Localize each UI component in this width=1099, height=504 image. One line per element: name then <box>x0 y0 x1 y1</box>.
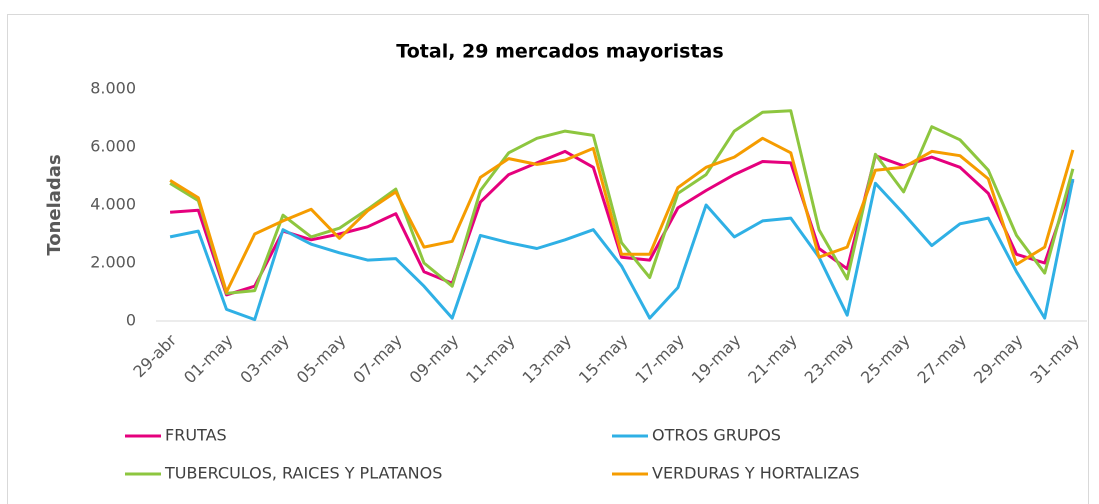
y-tick-label: 6.000 <box>90 137 136 156</box>
chart-title: Total, 29 mercados mayoristas <box>396 41 723 63</box>
series-line <box>169 136 1075 294</box>
y-tick-label: 8.000 <box>90 79 136 98</box>
y-tick-label: 4.000 <box>90 195 136 214</box>
y-tick-label: 0 <box>126 311 136 330</box>
legend-label: VERDURAS Y HORTALIZAS <box>652 464 859 483</box>
series-line <box>169 149 1075 297</box>
legend-label: OTROS GRUPOS <box>652 426 781 445</box>
legend-label: TUBERCULOS, RAICES Y PLATANOS <box>164 464 442 483</box>
y-tick-label: 2.000 <box>90 253 136 272</box>
legend-label: FRUTAS <box>165 426 227 445</box>
series-line <box>169 178 1075 322</box>
y-axis-label: Toneladas <box>44 154 65 255</box>
chart-frame <box>7 14 1089 504</box>
series-line <box>169 109 1075 295</box>
